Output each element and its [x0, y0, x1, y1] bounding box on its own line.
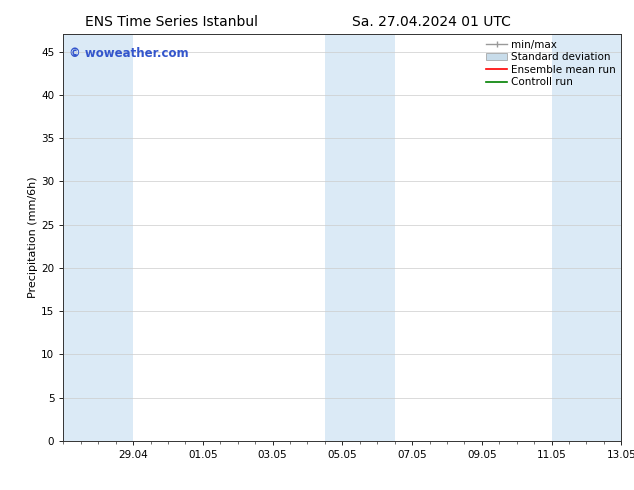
Text: ENS Time Series Istanbul: ENS Time Series Istanbul — [85, 15, 257, 29]
Bar — [63, 34, 133, 441]
Bar — [325, 34, 394, 441]
Text: Sa. 27.04.2024 01 UTC: Sa. 27.04.2024 01 UTC — [352, 15, 510, 29]
Text: © woweather.com: © woweather.com — [69, 47, 188, 59]
Y-axis label: Precipitation (mm/6h): Precipitation (mm/6h) — [29, 177, 38, 298]
Bar — [552, 34, 621, 441]
Legend: min/max, Standard deviation, Ensemble mean run, Controll run: min/max, Standard deviation, Ensemble me… — [484, 37, 618, 89]
